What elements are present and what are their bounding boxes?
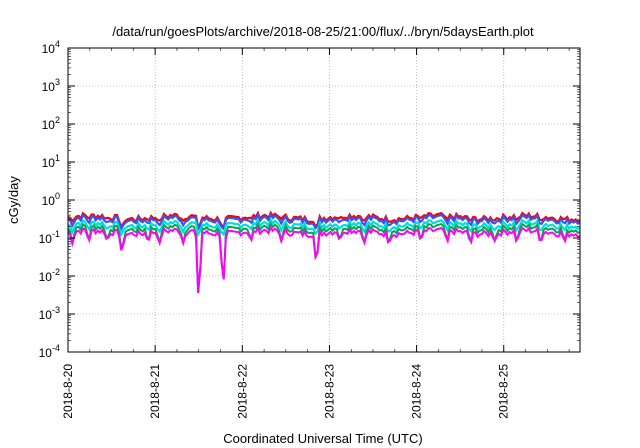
y-tick-labels: 10-4 10-3 10-2 10-1 100 101 102 103 104 <box>39 39 60 360</box>
x-tick-label: 2018-8-25 <box>497 364 511 419</box>
ticks-group <box>67 47 580 353</box>
series-line <box>67 212 581 233</box>
x-tick-label: 2018-8-24 <box>410 364 424 419</box>
y-tick-label: 10-3 <box>39 305 60 322</box>
y-tick-label: 10-2 <box>39 267 60 284</box>
y-tick-label: 104 <box>42 39 60 56</box>
y-tick-label: 103 <box>42 77 60 94</box>
series-line <box>67 217 581 238</box>
x-tick-label: 2018-8-20 <box>61 364 75 419</box>
series-group <box>67 210 581 293</box>
x-tick-label: 2018-8-23 <box>322 364 336 419</box>
y-axis-label: cGy/day <box>6 176 21 224</box>
series-line <box>67 210 581 231</box>
y-tick-label: 10-4 <box>39 343 60 360</box>
grid-lines <box>68 48 580 352</box>
x-axis-label: Coordinated Universal Time (UTC) <box>223 431 422 446</box>
x-tick-label: 2018-8-22 <box>235 364 249 419</box>
y-tick-label: 100 <box>42 191 60 208</box>
y-tick-label: 102 <box>42 115 60 132</box>
y-tick-label: 10-1 <box>39 229 60 246</box>
chart-title: /data/run/goesPlots/archive/2018-08-25/2… <box>112 24 534 39</box>
series-line <box>67 225 581 293</box>
x-tick-labels: 2018-8-20 2018-8-21 2018-8-22 2018-8-23 2018… <box>61 364 511 419</box>
y-tick-label: 101 <box>42 153 60 170</box>
x-tick-label: 2018-8-21 <box>148 364 162 419</box>
